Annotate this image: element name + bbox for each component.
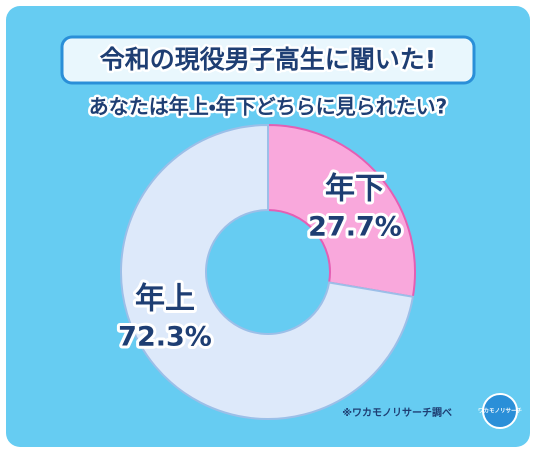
slice [267, 123, 416, 298]
slice-label: 年上 [135, 282, 195, 317]
pie: 年下 27.7% 年上 72.3% [115, 123, 416, 420]
title-box [60, 35, 476, 85]
slice-label: 年下 [325, 172, 385, 207]
slice [120, 123, 415, 420]
chart-subtitle: あなたは年上・年下どちらに見られたい? [89, 95, 447, 119]
logo-badge [482, 393, 518, 429]
source: ※ワカモノリサーチ調べ [342, 407, 452, 419]
chart-title: 令和の現役男子高生に聞いた! [100, 45, 436, 74]
logo: ワカモノリサーチ [478, 408, 523, 415]
value-label: 72.3% [118, 322, 212, 353]
value-label: 27.7% [308, 212, 402, 243]
